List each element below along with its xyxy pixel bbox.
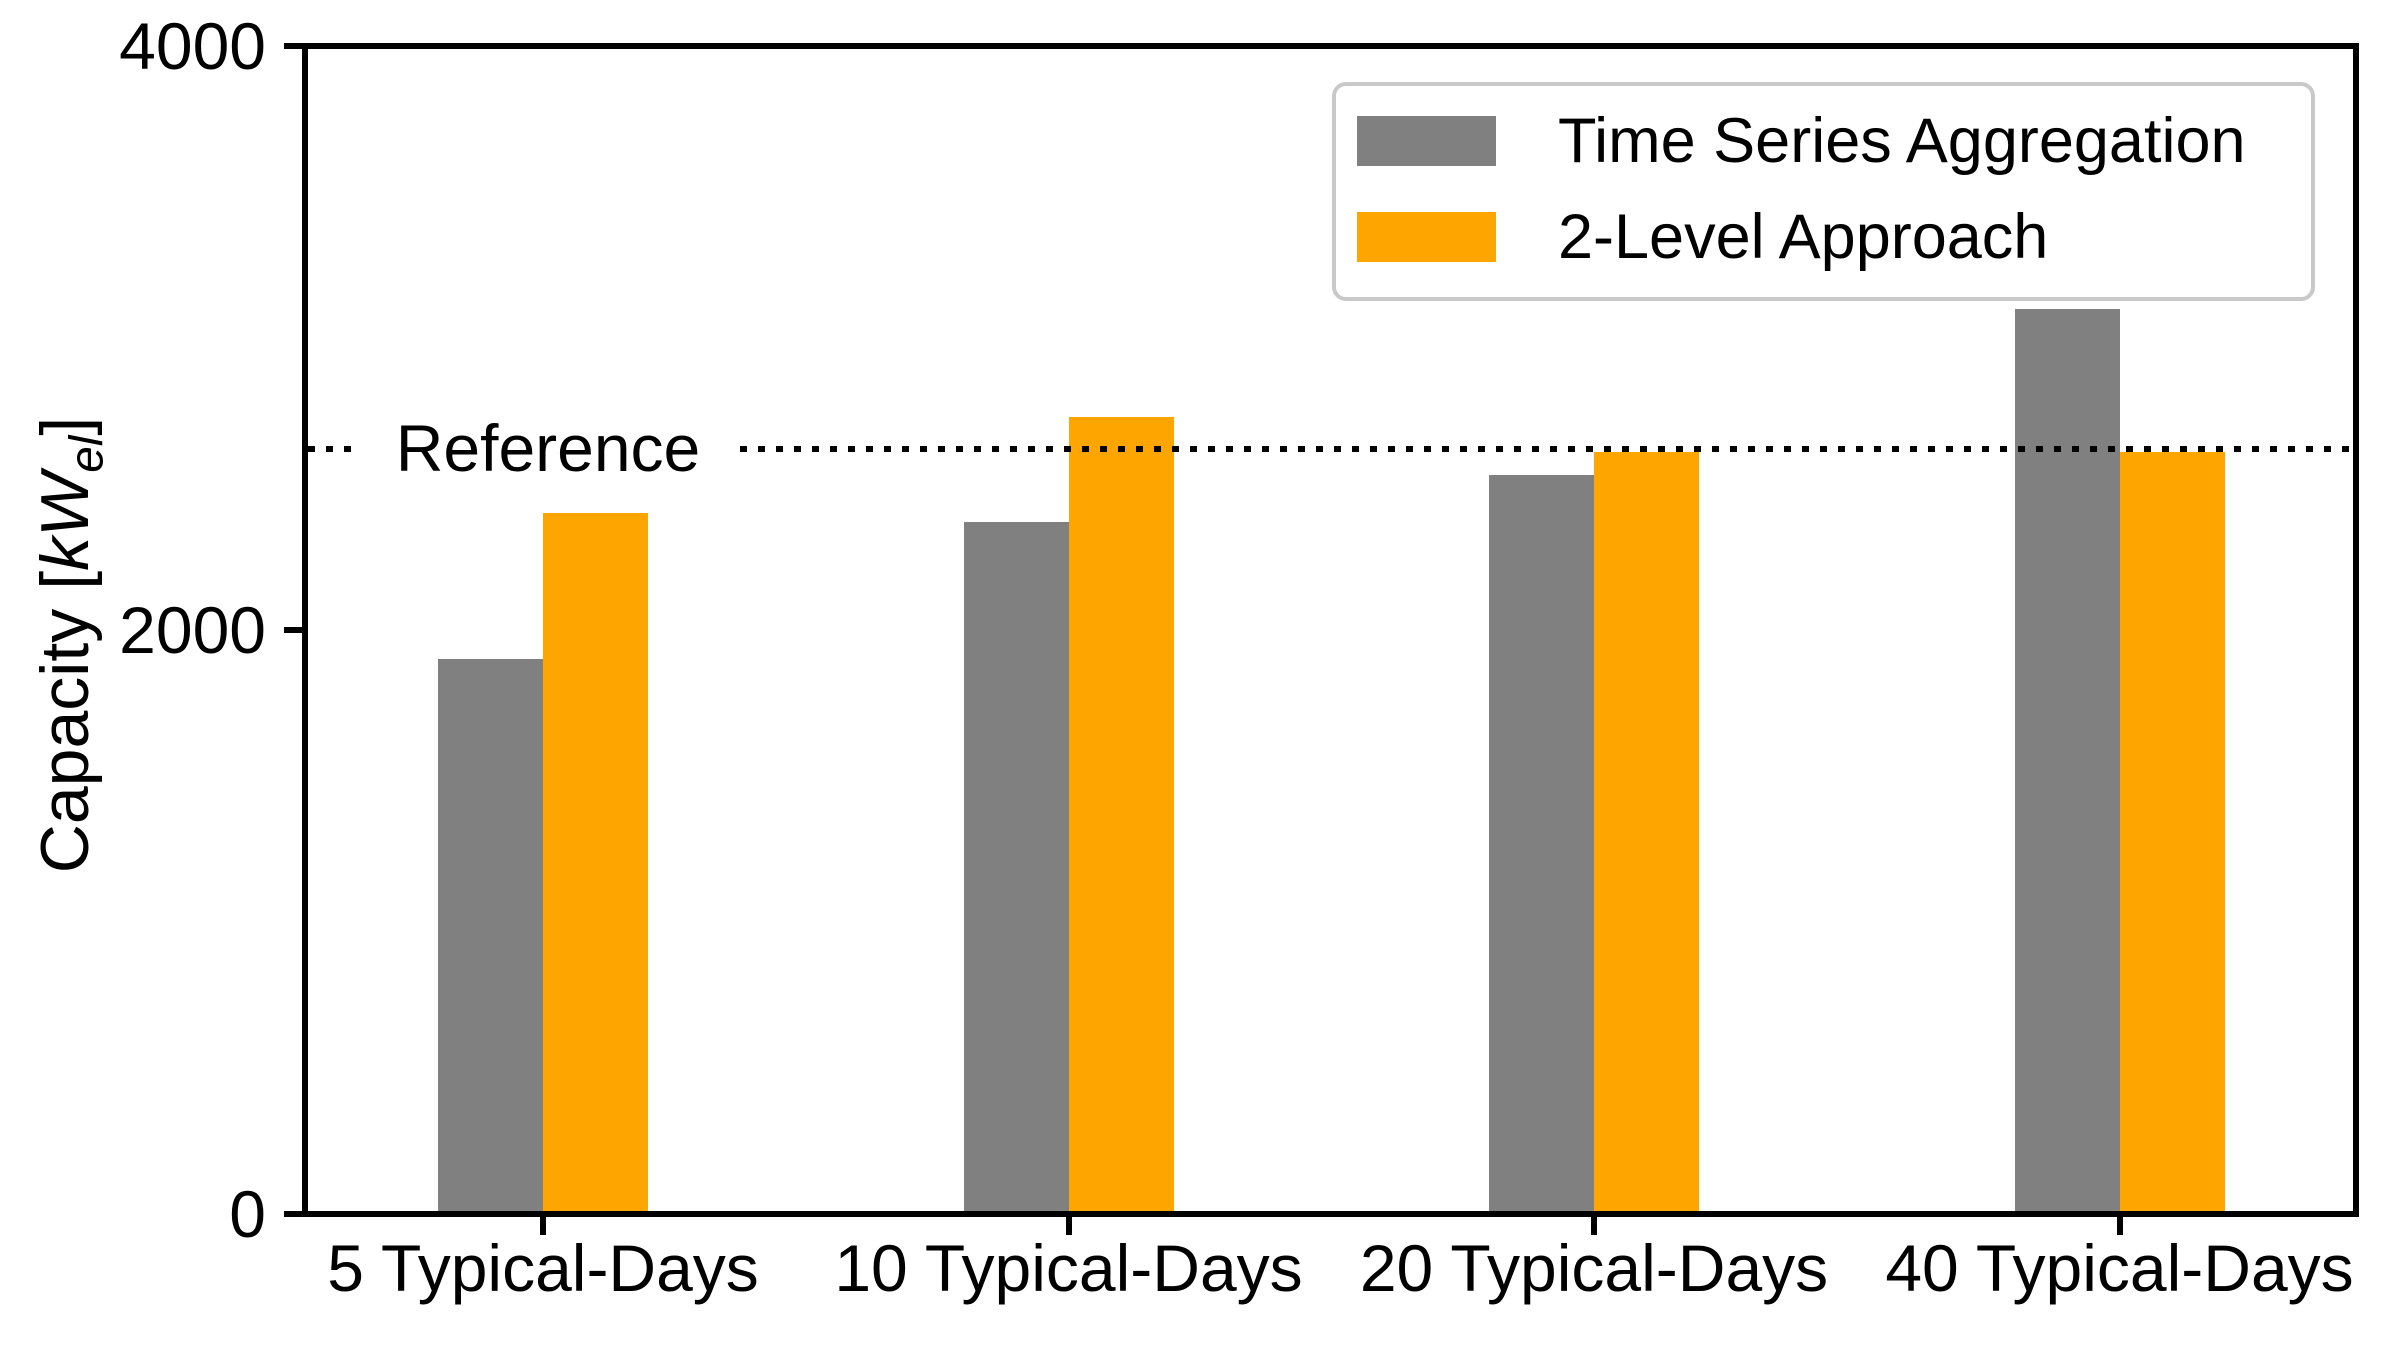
y-axis-title-prefix: Capacity [ bbox=[27, 570, 103, 874]
x-tick-mark-2 bbox=[1591, 1217, 1597, 1235]
bar-tsa-0 bbox=[438, 659, 543, 1215]
y-tick-label-2000: 2000 bbox=[119, 593, 266, 667]
y-tick-mark-4000 bbox=[284, 43, 302, 49]
bar-tsa-3 bbox=[2014, 308, 2120, 1215]
right-axis-line bbox=[2353, 43, 2359, 1217]
bar-tsa-2 bbox=[1489, 475, 1594, 1215]
y-tick-label-4000: 4000 bbox=[119, 9, 266, 83]
bar-level2-3 bbox=[2119, 451, 2225, 1215]
x-tick-mark-3 bbox=[2116, 1217, 2123, 1235]
y-tick-mark-0 bbox=[284, 1211, 302, 1217]
y-axis-title-unit: kW bbox=[27, 472, 103, 571]
y-axis-line bbox=[302, 43, 308, 1217]
bar-tsa-1 bbox=[963, 521, 1069, 1215]
top-axis-line bbox=[302, 43, 2359, 49]
x-tick-label-0: 5 Typical-Days bbox=[327, 1231, 759, 1305]
x-tick-label-2: 20 Typical-Days bbox=[1359, 1231, 1829, 1305]
reference-label: Reference bbox=[395, 411, 701, 485]
bar-level2-0 bbox=[543, 513, 648, 1215]
legend-swatch-orange-icon bbox=[1357, 212, 1496, 262]
reference-label-box: Reference bbox=[362, 408, 734, 488]
legend: Time Series Aggregation 2-Level Approach bbox=[1332, 82, 2315, 301]
x-tick-mark-1 bbox=[1065, 1217, 1072, 1235]
y-axis-title-unit-subscript: el bbox=[60, 435, 114, 473]
y-tick-label-0: 0 bbox=[229, 1177, 266, 1251]
x-axis-line bbox=[302, 1211, 2359, 1217]
legend-swatch-gray-icon bbox=[1357, 116, 1496, 166]
legend-label-time-series-aggregation: Time Series Aggregation bbox=[1558, 106, 2246, 176]
legend-label-2-level-approach: 2-Level Approach bbox=[1558, 202, 2049, 272]
reference-line bbox=[308, 445, 2353, 452]
y-axis-title: Capacity [kWel] bbox=[20, 45, 114, 1245]
x-tick-label-1: 10 Typical-Days bbox=[834, 1231, 1303, 1305]
y-tick-mark-2000 bbox=[284, 627, 302, 633]
x-tick-label-3: 40 Typical-Days bbox=[1885, 1231, 2354, 1305]
bar-level2-1 bbox=[1068, 416, 1174, 1215]
x-tick-mark-0 bbox=[540, 1217, 546, 1235]
y-axis-title-suffix: ] bbox=[27, 416, 103, 436]
bar-level2-2 bbox=[1594, 451, 1699, 1215]
